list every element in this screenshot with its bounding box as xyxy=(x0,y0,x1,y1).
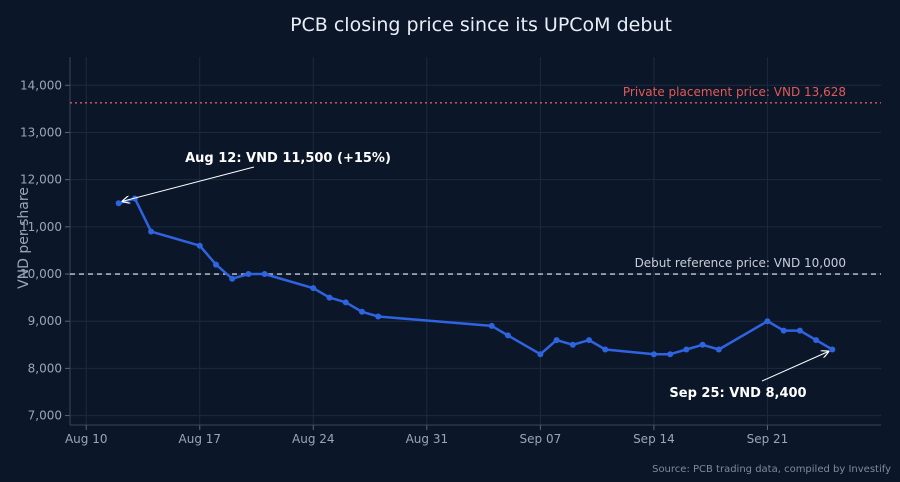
y-tick-label: 13,000 xyxy=(20,125,62,139)
annotation-sep25: Sep 25: VND 8,400 xyxy=(669,386,806,401)
x-tick-label: Aug 10 xyxy=(65,432,108,446)
data-point xyxy=(342,299,349,306)
reference-lines: Private placement price: VND 13,628 Debut… xyxy=(70,85,881,275)
data-point xyxy=(310,285,317,292)
data-point xyxy=(715,346,722,353)
data-point xyxy=(796,327,803,334)
annotation-arrow-sep25 xyxy=(761,352,828,382)
debut-reference-label: Debut reference price: VND 10,000 xyxy=(635,256,846,270)
data-point xyxy=(115,200,122,207)
data-point xyxy=(212,261,219,268)
data-point xyxy=(358,308,365,315)
y-tick-label: 14,000 xyxy=(20,78,62,92)
x-tick-label: Aug 31 xyxy=(406,432,449,446)
data-point xyxy=(148,228,155,235)
data-point xyxy=(553,337,560,344)
gridlines xyxy=(70,57,881,425)
data-point xyxy=(261,271,268,278)
y-tick-label: 10,000 xyxy=(20,267,62,281)
price-line xyxy=(118,197,833,356)
series-layer xyxy=(115,195,836,358)
data-point xyxy=(488,322,495,329)
y-tick-label: 12,000 xyxy=(20,173,62,187)
data-point xyxy=(780,327,787,334)
data-point xyxy=(602,346,609,353)
private-placement-label: Private placement price: VND 13,628 xyxy=(623,85,846,99)
data-point xyxy=(375,313,382,320)
annotation-arrow-aug12 xyxy=(123,166,255,201)
data-point xyxy=(699,341,706,348)
annotation-aug12: Aug 12: VND 11,500 (+15%) xyxy=(185,151,391,166)
data-point xyxy=(829,346,836,353)
data-point xyxy=(586,337,593,344)
y-tick-label: 8,000 xyxy=(28,361,62,375)
data-point xyxy=(569,341,576,348)
source-note: Source: PCB trading data, compiled by In… xyxy=(652,464,891,475)
data-point xyxy=(504,332,511,339)
data-point xyxy=(245,271,252,278)
data-point xyxy=(196,242,203,249)
annotations: Aug 12: VND 11,500 (+15%) Sep 25: VND 8,4… xyxy=(123,151,829,401)
y-axis-label: VND per share xyxy=(16,187,32,289)
data-point xyxy=(667,351,674,358)
chart-title: PCB closing price since its UPCoM debut xyxy=(290,14,672,36)
axes: 7,000 8,000 9,000 10,000 11,000 12,000 13,000 1… xyxy=(20,57,881,446)
data-point xyxy=(537,351,544,358)
data-point xyxy=(683,346,690,353)
y-tick-label: 9,000 xyxy=(28,314,62,328)
x-tick-label: Sep 07 xyxy=(520,432,562,446)
data-point xyxy=(650,351,657,358)
data-point xyxy=(229,275,236,282)
x-tick-label: Sep 14 xyxy=(633,432,675,446)
x-tick-label: Aug 17 xyxy=(179,432,222,446)
y-tick-label: 7,000 xyxy=(28,409,62,423)
y-tick-label: 11,000 xyxy=(20,220,62,234)
x-tick-label: Aug 24 xyxy=(292,432,335,446)
data-point xyxy=(764,318,771,325)
data-point xyxy=(813,337,820,344)
x-tick-label: Sep 21 xyxy=(747,432,789,446)
data-point xyxy=(326,294,333,301)
